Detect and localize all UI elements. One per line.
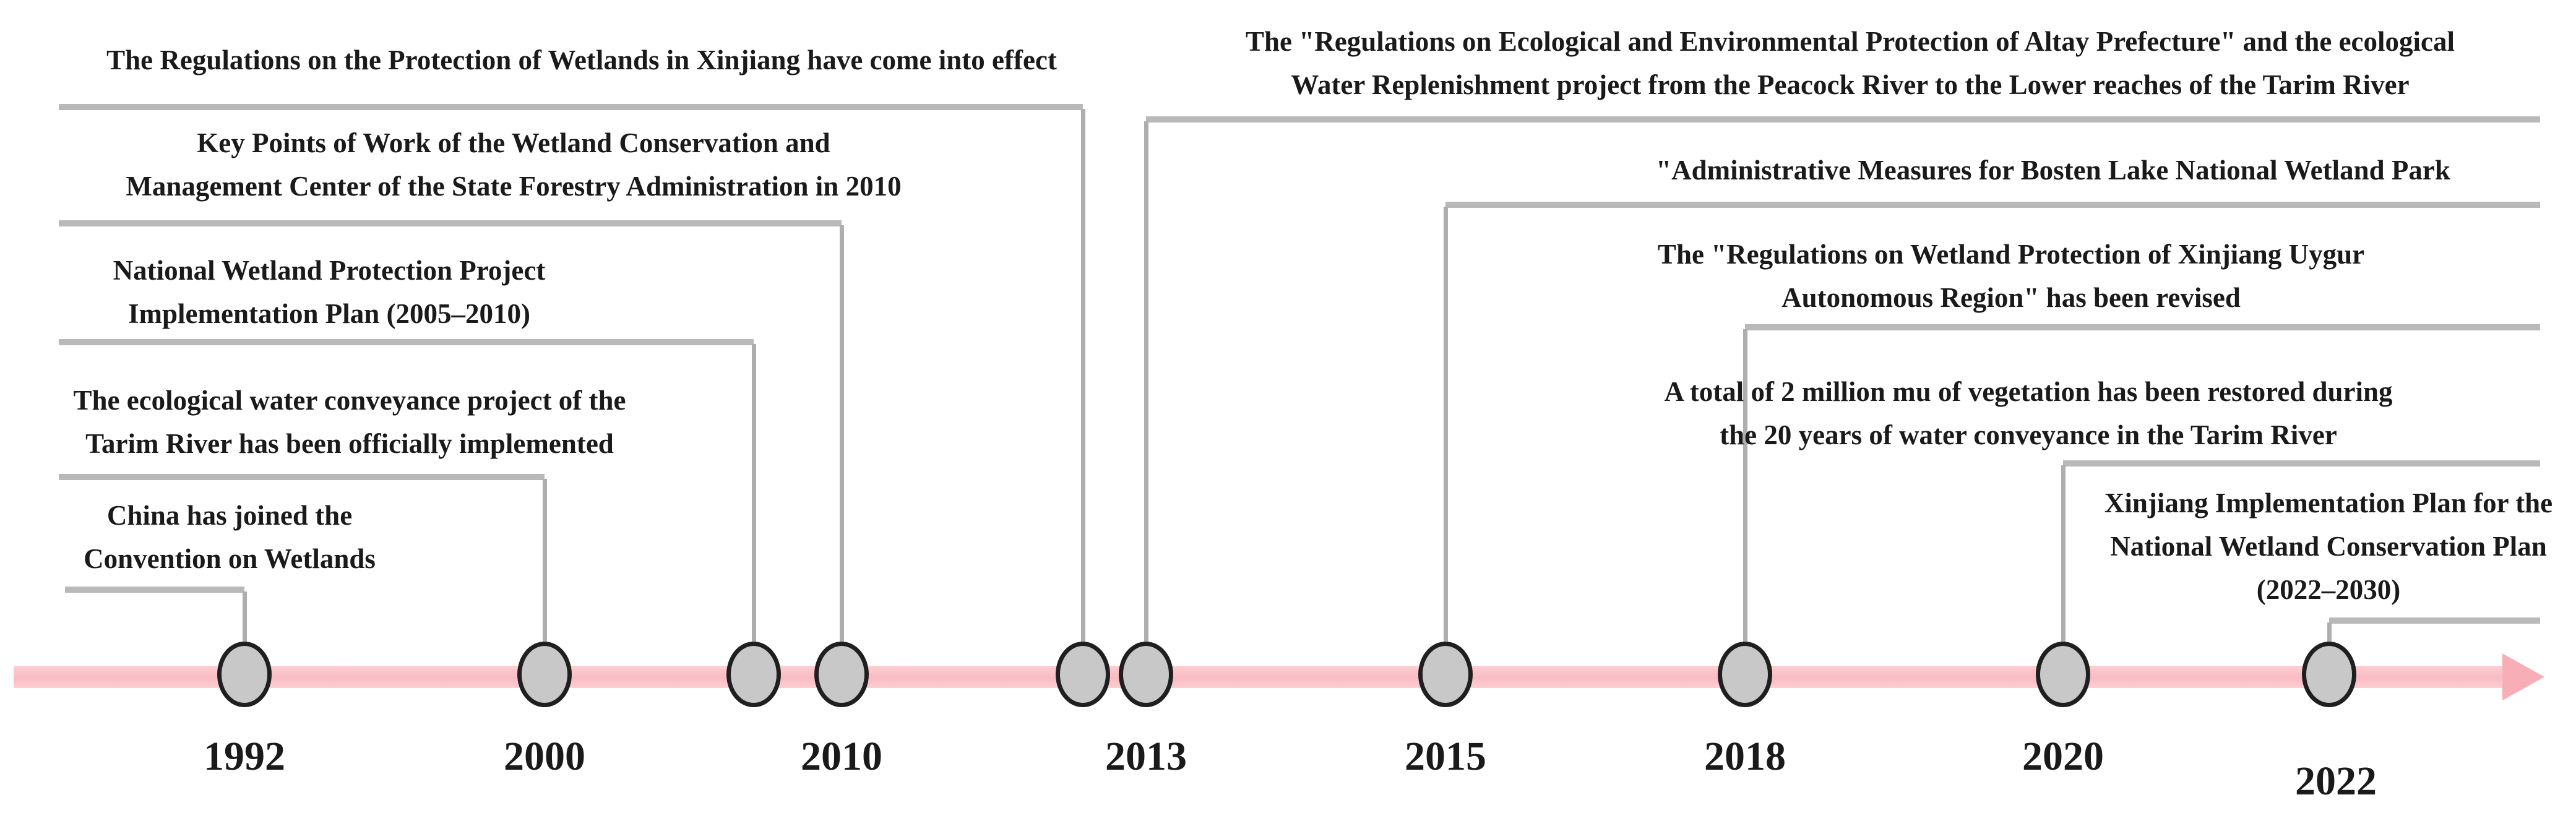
event-annotation-2018: The "Regulations on Wetland Protection o… — [1658, 233, 2364, 319]
annotation-line: Implementation Plan (2005–2010) — [128, 298, 530, 329]
annotation-line: Tarim River has been officially implemen… — [85, 428, 614, 459]
annotation-line: China has joined the — [106, 500, 353, 531]
connector-drop-2010 — [840, 225, 844, 646]
event-annotation-1992: China has joined the Convention on Wetla… — [84, 494, 376, 580]
timeline-node-2020 — [2036, 642, 2090, 707]
connector-line-2018 — [1745, 324, 2540, 330]
annotation-line: Autonomous Region" has been revised — [1781, 282, 2241, 313]
connector-drop-1992 — [243, 591, 247, 646]
connector-line-2010 — [59, 220, 842, 226]
year-label-2020: 2020 — [2022, 734, 2104, 779]
year-label-2018: 2018 — [1704, 734, 1786, 779]
annotation-line: Key Points of Work of the Wetland Conser… — [197, 127, 830, 158]
annotation-line: Xinjiang Implementation Plan for the — [2104, 488, 2553, 518]
connector-line-2000 — [59, 474, 545, 480]
timeline-node-2015 — [1418, 642, 1473, 707]
annotation-line: "Administrative Measures for Bosten Lake… — [1656, 155, 2450, 186]
annotation-line: National Wetland Protection Project — [113, 255, 546, 286]
year-label-2010: 2010 — [801, 734, 882, 779]
annotation-line: Management Center of the State Forestry … — [126, 171, 902, 202]
year-label-1992: 1992 — [204, 734, 285, 779]
year-label-2000: 2000 — [504, 734, 585, 779]
connector-line-2015 — [1445, 202, 2540, 208]
connector-drop-2018 — [1743, 329, 1747, 646]
year-label-2015: 2015 — [1405, 734, 1486, 779]
annotation-line: the 20 years of water conveyance in the … — [1720, 419, 2337, 450]
connector-drop-2015 — [1444, 207, 1448, 646]
connector-line-2020 — [2063, 460, 2540, 467]
connector-drop-2000 — [543, 479, 547, 646]
annotation-line: (2022–2030) — [2256, 574, 2401, 605]
annotation-line: The Regulations on the Protection of Wet… — [106, 45, 1057, 75]
year-label-2013: 2013 — [1105, 734, 1187, 779]
connector-drop-2012-regulations — [1081, 109, 1085, 646]
connector-line-2012-regulations — [59, 104, 1083, 110]
connector-drop-2020 — [2061, 465, 2066, 646]
timeline-node-2005-plan — [726, 642, 781, 707]
timeline-node-2012-regulations — [1056, 642, 1110, 707]
annotation-line: The "Regulations on Ecological and Envir… — [1245, 26, 2455, 57]
event-annotation-2010: Key Points of Work of the Wetland Conser… — [126, 121, 901, 208]
connector-line-1992 — [65, 587, 244, 593]
timeline-node-2000 — [517, 642, 572, 707]
connector-drop-2013 — [1144, 121, 1148, 646]
connector-line-2013 — [1146, 116, 2540, 123]
annotation-line: The ecological water conveyance project … — [73, 385, 626, 416]
timeline-node-2022 — [2302, 642, 2356, 707]
event-annotation-2020: A total of 2 million mu of vegetation ha… — [1664, 370, 2392, 457]
year-label-2022: 2022 — [2295, 759, 2377, 804]
timeline-node-2018 — [1718, 642, 1772, 707]
annotation-line: Water Replenishment project from the Pea… — [1291, 69, 2410, 100]
timeline-node-2010 — [814, 642, 869, 707]
annotation-line: Convention on Wetlands — [84, 543, 376, 574]
timeline-node-1992 — [217, 642, 272, 707]
event-annotation-2013: The "Regulations on Ecological and Envir… — [1246, 20, 2455, 106]
event-annotation-2015: "Administrative Measures for Bosten Lake… — [1656, 148, 2450, 192]
event-annotation-2012-regulations: The Regulations on the Protection of Wet… — [106, 38, 1057, 82]
connector-drop-2005-plan — [752, 344, 756, 646]
connector-line-2005-plan — [59, 339, 754, 345]
timeline-arrowhead-icon — [2502, 653, 2544, 700]
event-annotation-2000: The ecological water conveyance project … — [73, 379, 626, 465]
annotation-line: The "Regulations on Wetland Protection o… — [1657, 239, 2365, 270]
timeline-node-2013 — [1119, 642, 1173, 707]
timeline-bar — [14, 666, 2505, 688]
annotation-line: A total of 2 million mu of vegetation ha… — [1664, 376, 2393, 407]
event-annotation-2022: Xinjiang Implementation Plan for the Nat… — [2104, 481, 2552, 611]
annotation-line: National Wetland Conservation Plan — [2110, 531, 2547, 562]
event-annotation-2005-plan: National Wetland Protection Project Impl… — [113, 249, 546, 335]
connector-line-2022 — [2329, 617, 2540, 624]
connector-drop-2022 — [2327, 622, 2332, 646]
